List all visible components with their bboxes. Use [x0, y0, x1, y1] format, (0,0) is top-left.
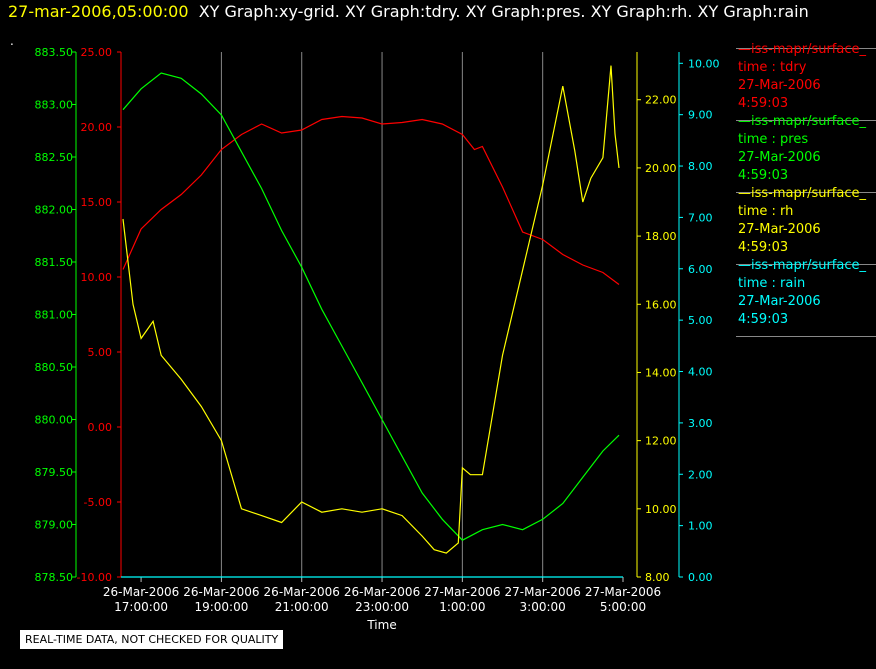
rh-tick-label: 16.00 [645, 298, 677, 311]
legend-name: —iss-mapr/surface_ [738, 42, 867, 57]
legend-date: 27-Mar-2006 [738, 294, 821, 309]
pres-tick-label: 879.50 [35, 466, 74, 479]
legend-time: 4:59:03 [738, 240, 789, 255]
pres-tick-label: 880.50 [35, 361, 74, 374]
pres-tick-label: 883.00 [35, 99, 74, 112]
x-tick-label: 21:00:00 [275, 600, 329, 614]
legend: —iss-mapr/surface_ time : tdry 27-Mar-2006… [736, 42, 876, 337]
pres-tick-label: 879.00 [35, 519, 74, 532]
tdry-tick-label: 0.00 [88, 421, 113, 434]
x-tick-label: 27-Mar-2006 [424, 585, 500, 599]
legend-name: —iss-mapr/surface_ [738, 186, 867, 201]
rh-tick-label: 18.00 [645, 230, 677, 243]
legend-time: 4:59:03 [738, 96, 789, 111]
rain-tick-label: 10.00 [688, 57, 720, 70]
rh-tick-label: 20.00 [645, 162, 677, 175]
x-tick-label: 26-Mar-2006 [103, 585, 179, 599]
x-tick-label: 27-Mar-2006 [505, 585, 581, 599]
legend-entry: —iss-mapr/surface_time : rain 27-Mar-2006… [736, 258, 876, 336]
rh-tick-label: 10.00 [645, 503, 677, 516]
tdry-tick-label: 5.00 [88, 346, 113, 359]
series-pres [122, 72, 620, 541]
legend-entry: —iss-mapr/surface_time : pres 27-Mar-2006… [736, 114, 876, 192]
legend-divider [736, 336, 876, 337]
window-title: 27-mar-2006,05:00:00 XY Graph:xy-grid. X… [8, 2, 809, 21]
pres-tick-label: 882.00 [35, 204, 74, 217]
legend-entry: —iss-mapr/surface_time : tdry 27-Mar-2006… [736, 42, 876, 120]
legend-entry: —iss-mapr/surface_time : rh 27-Mar-2006 4:… [736, 186, 876, 264]
legend-var: time : tdry [738, 60, 807, 75]
pres-tick-label: 881.00 [35, 309, 74, 322]
rain-tick-label: 6.00 [688, 263, 713, 276]
tdry-tick-label: -5.00 [84, 496, 112, 509]
tdry-tick-label: 25.00 [81, 46, 113, 59]
x-tick-label: 26-Mar-2006 [344, 585, 420, 599]
legend-divider [736, 264, 876, 265]
rain-tick-label: 2.00 [688, 468, 713, 481]
rain-tick-label: 1.00 [688, 520, 713, 533]
x-tick-label: 27-Mar-2006 [585, 585, 661, 599]
x-tick-label: 1:00:00 [439, 600, 485, 614]
x-tick-label: 26-Mar-2006 [183, 585, 259, 599]
legend-divider [736, 48, 876, 49]
legend-date: 27-Mar-2006 [738, 222, 821, 237]
x-tick-label: 17:00:00 [114, 600, 168, 614]
status-dot: . [10, 34, 14, 48]
legend-divider [736, 192, 876, 193]
series-tdry [122, 115, 620, 285]
rh-tick-label: 8.00 [645, 571, 670, 584]
legend-time: 4:59:03 [738, 312, 789, 327]
tdry-tick-label: 10.00 [81, 271, 113, 284]
legend-time: 4:59:03 [738, 168, 789, 183]
tdry-tick-label: 20.00 [81, 121, 113, 134]
pres-tick-label: 880.00 [35, 414, 74, 427]
legend-divider [736, 120, 876, 121]
x-tick-label: 19:00:00 [194, 600, 248, 614]
rh-tick-label: 14.00 [645, 366, 677, 379]
rain-tick-label: 3.00 [688, 417, 713, 430]
x-tick-label: 3:00:00 [520, 600, 566, 614]
x-tick-label: 26-Mar-2006 [264, 585, 340, 599]
series-rh [122, 65, 620, 554]
tdry-tick-label: 15.00 [81, 196, 113, 209]
rain-tick-label: 5.00 [688, 314, 713, 327]
rain-tick-label: 4.00 [688, 366, 713, 379]
rain-tick-label: 0.00 [688, 571, 713, 584]
rain-tick-label: 9.00 [688, 109, 713, 122]
x-tick-label: 23:00:00 [355, 600, 409, 614]
x-tick-label: 5:00:00 [600, 600, 646, 614]
pres-tick-label: 882.50 [35, 151, 74, 164]
title-timestamp: 27-mar-2006,05:00:00 [8, 2, 189, 21]
rh-tick-label: 12.00 [645, 435, 677, 448]
legend-name: —iss-mapr/surface_ [738, 258, 867, 273]
legend-var: time : pres [738, 132, 809, 147]
graph-titles: XY Graph:xy-grid. XY Graph:tdry. XY Grap… [198, 2, 809, 21]
legend-var: time : rh [738, 204, 794, 219]
rain-tick-label: 8.00 [688, 160, 713, 173]
pres-tick-label: 883.50 [35, 46, 74, 59]
tdry-tick-label: -10.00 [77, 571, 112, 584]
legend-date: 27-Mar-2006 [738, 150, 821, 165]
x-axis-label: Time [366, 618, 396, 632]
pres-tick-label: 878.50 [35, 571, 74, 584]
legend-date: 27-Mar-2006 [738, 78, 821, 93]
rh-tick-label: 22.00 [645, 94, 677, 107]
quality-disclaimer: REAL-TIME DATA, NOT CHECKED FOR QUALITY [20, 630, 284, 649]
pres-tick-label: 881.50 [35, 256, 74, 269]
rain-tick-label: 7.00 [688, 211, 713, 224]
legend-name: —iss-mapr/surface_ [738, 114, 867, 129]
legend-var: time : rain [738, 276, 806, 291]
